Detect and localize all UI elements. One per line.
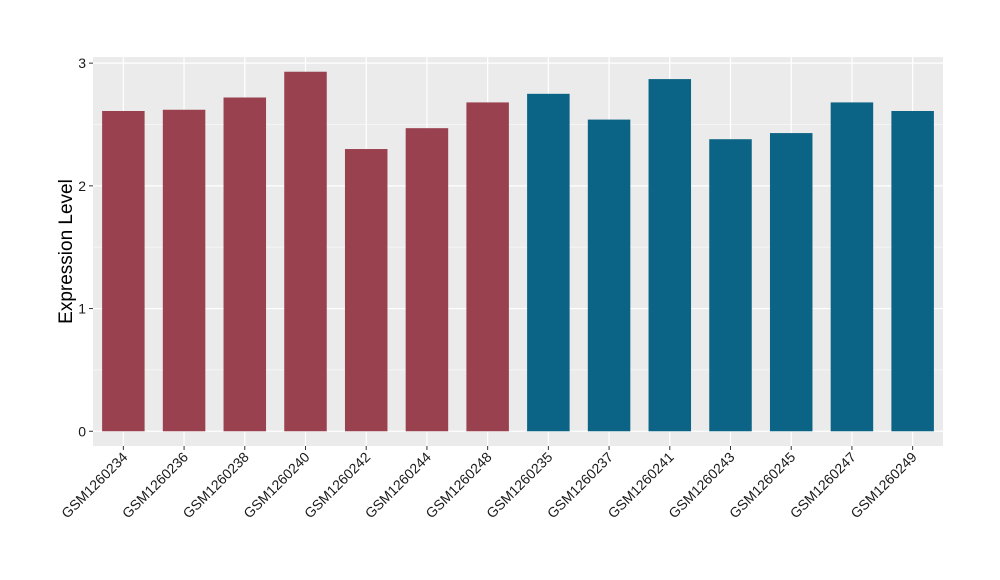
y-tick-label: 0 xyxy=(78,423,86,439)
bar-GSM1260240 xyxy=(284,71,327,432)
bar-GSM1260242 xyxy=(344,149,388,432)
bars xyxy=(102,71,934,432)
y-axis: 0 1 2 3 xyxy=(78,55,93,439)
bar-GSM1260249 xyxy=(891,110,934,432)
bar-GSM1260245 xyxy=(769,133,813,432)
y-tick-label: 1 xyxy=(78,301,86,317)
y-axis-title: Expression Level xyxy=(56,179,77,324)
bar-GSM1260243 xyxy=(709,139,752,432)
bar-GSM1260244 xyxy=(405,128,449,432)
plot-panel xyxy=(93,57,943,446)
bar-GSM1260248 xyxy=(466,102,509,432)
bar-GSM1260236 xyxy=(162,109,206,432)
y-tick-label: 3 xyxy=(78,55,86,71)
bar-GSM1260241 xyxy=(648,79,692,432)
bar-GSM1260237 xyxy=(587,119,631,432)
y-tick-label: 2 xyxy=(78,178,86,194)
x-axis: GSM1260234GSM1260236GSM1260238GSM1260240… xyxy=(58,446,920,521)
bar-GSM1260247 xyxy=(830,102,874,432)
bar-GSM1260234 xyxy=(102,110,145,432)
bar-GSM1260238 xyxy=(223,97,267,432)
bar-GSM1260235 xyxy=(527,93,570,432)
